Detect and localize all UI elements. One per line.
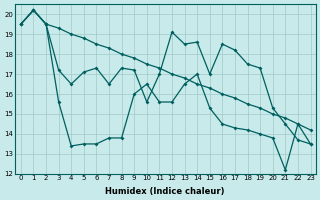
X-axis label: Humidex (Indice chaleur): Humidex (Indice chaleur) — [105, 187, 225, 196]
